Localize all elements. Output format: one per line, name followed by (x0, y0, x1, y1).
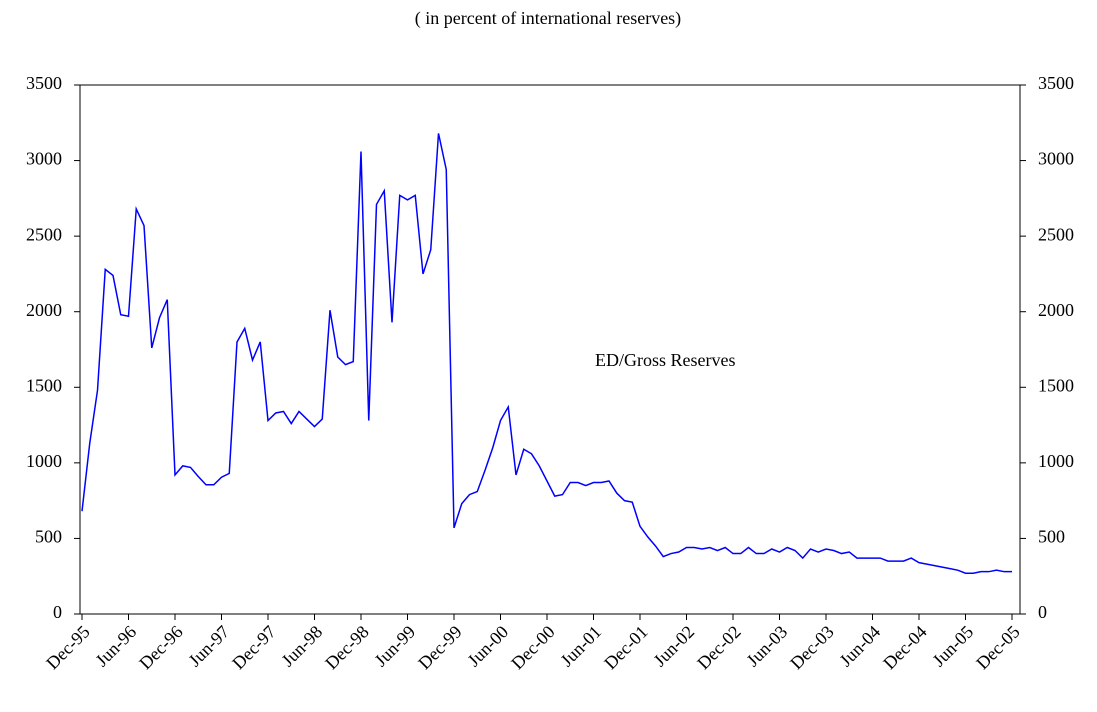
x-tick-label: Dec-96 (135, 622, 187, 674)
y2-tick-label: 500 (1038, 527, 1065, 547)
x-tick-label: Jun-03 (742, 622, 791, 671)
y2-tick-label: 2500 (1038, 224, 1074, 244)
y-tick-label: 1500 (26, 375, 62, 395)
x-tick-label: Dec-03 (786, 622, 838, 674)
chart-subtitle: ( in percent of international reserves) (415, 8, 681, 29)
x-tick-label: Jun-99 (370, 622, 419, 671)
annotation: ED/Gross Reserves (595, 350, 735, 370)
y2-tick-label: 2000 (1038, 300, 1074, 320)
x-tick-label: Dec-95 (42, 622, 94, 674)
x-tick-label: Dec-01 (600, 622, 652, 674)
y2-tick-label: 3000 (1038, 149, 1074, 169)
x-tick-label: Dec-05 (972, 622, 1024, 674)
y-tick-label: 500 (35, 527, 62, 547)
y-tick-label: 3000 (26, 149, 62, 169)
x-tick-label: Dec-98 (321, 622, 373, 674)
y-tick-label: 1000 (26, 451, 62, 471)
x-tick-label: Dec-02 (693, 622, 745, 674)
x-tick-label: Dec-00 (507, 622, 559, 674)
data-line (81, 133, 1012, 574)
x-tick-label: Jun-01 (556, 622, 605, 671)
x-tick-label: Jun-05 (928, 622, 977, 671)
y-tick-label: 2500 (26, 224, 62, 244)
plot-frame (79, 84, 1021, 615)
y-tick-label: 0 (53, 602, 62, 622)
y2-tick-label: 1500 (1038, 375, 1074, 395)
y2-tick-label: 1000 (1038, 451, 1074, 471)
y2-tick-label: 0 (1038, 602, 1047, 622)
y2-tick-label: 3500 (1038, 73, 1074, 93)
x-tick-label: Dec-04 (879, 622, 931, 674)
x-tick-label: Dec-99 (414, 622, 466, 674)
x-tick-label: Jun-96 (91, 622, 140, 671)
x-tick-label: Jun-04 (835, 622, 884, 671)
x-tick-label: Jun-98 (277, 622, 326, 671)
x-tick-label: Jun-00 (463, 622, 512, 671)
y-tick-label: 2000 (26, 300, 62, 320)
x-tick-label: Jun-97 (184, 622, 233, 671)
x-tick-label: Dec-97 (228, 622, 280, 674)
y-tick-label: 3500 (26, 73, 62, 93)
x-tick-label: Jun-02 (649, 622, 698, 671)
